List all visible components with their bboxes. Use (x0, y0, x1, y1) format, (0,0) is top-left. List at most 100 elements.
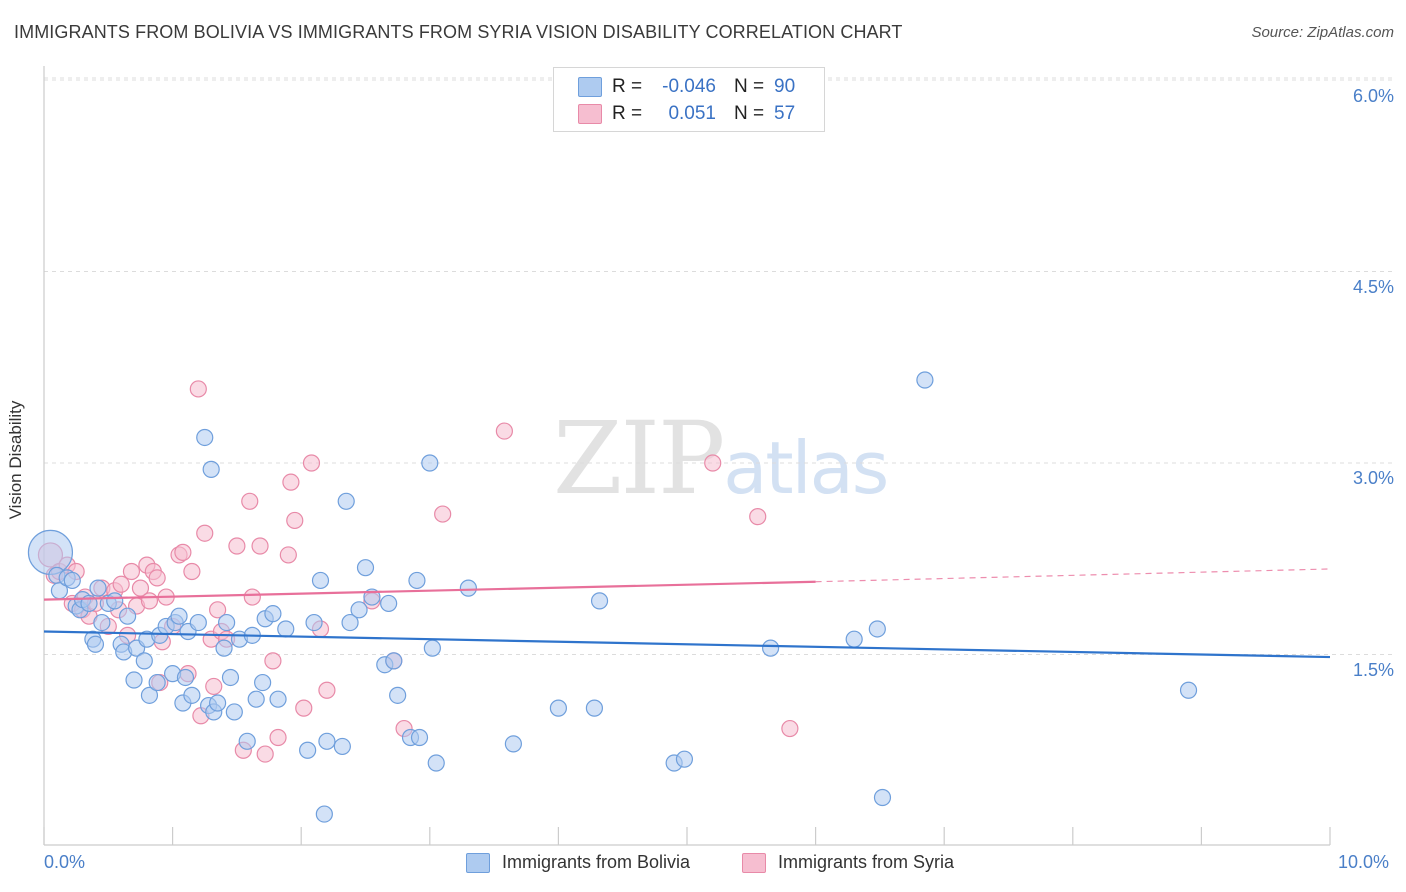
syria-point (264, 652, 282, 670)
bolivia-point (196, 428, 214, 447)
syria-legend-swatch (742, 852, 766, 873)
bolivia-point (106, 592, 124, 610)
legend-label: Immigrants from Syria (778, 852, 955, 872)
bolivia-trend-line (43, 630, 1331, 659)
bolivia-point (504, 735, 522, 753)
bolivia-point (385, 652, 403, 670)
bolivia-point (916, 371, 934, 389)
bolivia-point (380, 594, 398, 613)
syria-point (112, 575, 130, 593)
syria-point (148, 569, 166, 587)
bolivia-point (585, 699, 604, 717)
y-axis-title: Vision Disability (6, 400, 25, 520)
bolivia-point (761, 639, 780, 657)
bolivia-point (410, 728, 429, 747)
syria-point (189, 380, 207, 398)
syria-point (282, 473, 300, 491)
r-value: -0.046 (662, 76, 716, 97)
syria-point (302, 454, 321, 472)
bolivia-point (183, 686, 201, 704)
x-tick-label: 0.0% (44, 852, 86, 872)
syria-point (269, 728, 287, 747)
correlation-legend: R = -0.046 N = 90 R = 0.051 N = 57 (553, 67, 825, 132)
syria-point (205, 677, 223, 696)
chart-title: IMMIGRANTS FROM BOLIVIA VS IMMIGRANTS FR… (14, 22, 903, 42)
bolivia-point (337, 492, 355, 510)
r-label: R = (612, 103, 643, 124)
syria-point (131, 579, 150, 597)
syria-point (295, 699, 313, 717)
bolivia-point (225, 703, 243, 721)
syria-point (434, 505, 452, 523)
syria-point (243, 588, 261, 606)
bolivia-point (238, 732, 256, 750)
bolivia-point (254, 673, 272, 692)
bolivia-point (277, 620, 295, 638)
bolivia-point (264, 605, 282, 623)
syria-point (122, 562, 141, 581)
y-tick-label: 1.5% (1352, 660, 1394, 680)
syria-point (286, 511, 304, 530)
bolivia-point (27, 529, 74, 575)
y-tick-label: 6.0% (1352, 86, 1394, 106)
bolivia-point (86, 635, 105, 653)
syria-point (183, 562, 201, 581)
bolivia-point (176, 668, 195, 687)
bolivia-point (299, 741, 317, 759)
bolivia-point (873, 788, 892, 807)
r-label: R = (612, 76, 643, 97)
syria-point (140, 592, 159, 610)
n-value: 57 (774, 103, 796, 124)
bolivia-point (202, 460, 220, 478)
syria-point (209, 601, 227, 619)
syria-point (228, 537, 246, 555)
syria-point (704, 454, 722, 472)
bolivia-point (269, 690, 287, 708)
watermark-zip: ZIP (553, 400, 725, 517)
bolivia-point (305, 613, 323, 632)
bolivia-legend-swatch (466, 852, 490, 873)
source-credit: Source: ZipAtlas.com (1251, 24, 1394, 41)
legend-row-syria: R = 0.051 N = 57 (578, 101, 818, 127)
syria-point (241, 492, 259, 510)
syria-point (256, 745, 274, 763)
n-label: N = (734, 103, 765, 124)
bolivia-point (209, 694, 227, 712)
bolivia-point (421, 454, 439, 472)
watermark-atlas: atlas (723, 426, 889, 510)
syria-point (781, 719, 799, 738)
syria-trend-extension (815, 568, 1331, 583)
bolivia-point (118, 607, 137, 625)
bolivia-point (148, 673, 166, 692)
legend-item-bolivia: Immigrants from Bolivia (466, 852, 690, 873)
bolivia-point (675, 750, 694, 768)
syria-point (174, 543, 192, 561)
syria-point (279, 546, 297, 564)
bolivia-point (135, 652, 153, 670)
bolivia-point (356, 559, 375, 577)
bolivia-point (427, 754, 445, 772)
syria-point (495, 422, 513, 440)
syria-point (318, 681, 336, 699)
legend-item-syria: Immigrants from Syria (742, 852, 954, 873)
bolivia-point (318, 732, 336, 750)
bolivia-point (868, 620, 886, 638)
syria-trend-line (43, 580, 816, 601)
bolivia-point (408, 571, 426, 590)
bolivia-point (247, 690, 265, 708)
bolivia-point (315, 805, 333, 823)
r-value: 0.051 (668, 103, 716, 124)
bolivia-swatch (578, 77, 602, 97)
bolivia-point (125, 671, 143, 689)
bolivia-point (221, 668, 240, 687)
watermark: ZIPatlas (553, 400, 889, 517)
bolivia-point (590, 592, 609, 610)
y-tick-label: 4.5% (1352, 277, 1394, 297)
bolivia-point (89, 579, 107, 597)
bolivia-point (218, 613, 236, 632)
bolivia-point (93, 613, 111, 632)
bolivia-point (140, 686, 159, 704)
n-value: 90 (774, 76, 796, 97)
bolivia-point (215, 639, 233, 657)
